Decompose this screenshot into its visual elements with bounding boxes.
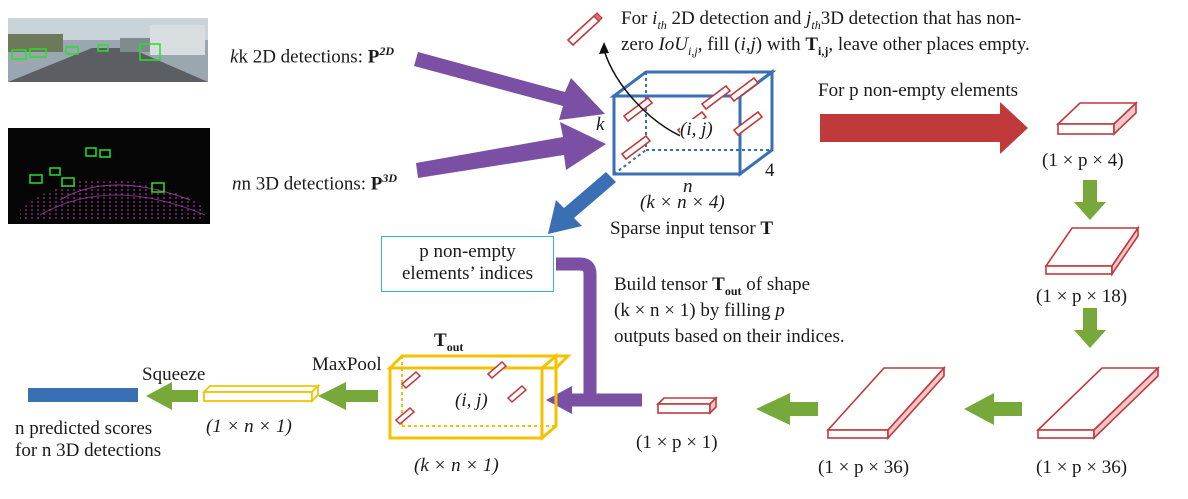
mlp-slab-3 <box>1036 366 1160 440</box>
p3d-sup: 3D <box>382 171 398 185</box>
camera-image <box>8 18 208 82</box>
pooled-shape: (1 × n × 1) <box>206 416 292 437</box>
scores-line-1: n predicted scores <box>15 418 153 439</box>
purple-route-line <box>556 257 642 407</box>
build-line-3: outputs based on their indices. <box>614 326 845 347</box>
red-arrow <box>820 102 1028 154</box>
n-3d-text: n 3D detections: <box>241 173 371 195</box>
mlp-slab-2 <box>1044 225 1140 277</box>
k-2d-text: k 2D detections: <box>238 46 368 68</box>
blue-arrow <box>548 172 616 234</box>
tout-title: Tout <box>434 330 464 354</box>
tensor-element-icon <box>566 12 603 47</box>
squeeze-label: Squeeze <box>142 364 206 385</box>
note-line-1: For ith 2D detection and jth3D detection… <box>621 8 1022 32</box>
k-2d-detections-label: kk 2D detections: P2D <box>230 44 394 68</box>
green-arrow-down-1 <box>1074 180 1106 220</box>
green-arrow-down-2 <box>1074 308 1106 348</box>
lidar-image <box>8 128 210 224</box>
p3d-symbol: P <box>370 173 383 195</box>
mlp-shape-3: (1 × p × 36) <box>1036 457 1128 478</box>
mlp-shape-1: (1 × p × 4) <box>1042 150 1124 171</box>
indices-line-2: elements’ indices <box>401 263 533 284</box>
tout-tensor <box>386 352 572 442</box>
n-dim-label: n <box>683 176 693 197</box>
build-line-2: (k × n × 1) by filling p <box>614 300 785 321</box>
indices-line-1: p non-empty <box>419 241 516 262</box>
build-line-1: Build tensor Tout of shape <box>614 274 811 298</box>
sparse-input-tensor <box>599 42 777 177</box>
green-arrow-left-3 <box>318 382 378 410</box>
pooled-slab <box>201 383 321 404</box>
p2d-symbol: P <box>367 46 380 68</box>
mlp-slab-1 <box>1056 101 1138 136</box>
p2d-sup: 2D <box>379 44 394 58</box>
purple-arrow-top <box>414 52 605 120</box>
mlp-shape-2: (1 × p × 18) <box>1036 286 1128 307</box>
mlp-shape-5: (1 × p × 1) <box>636 432 718 453</box>
mlp-shape-4: (1 × p × 36) <box>818 457 910 478</box>
green-arrow-left-2 <box>756 393 818 425</box>
green-arrow-left-1 <box>964 393 1022 425</box>
sparse-caption: Sparse input tensor T <box>610 218 774 239</box>
scores-bar <box>28 388 138 402</box>
n-3d-detections-label: nn 3D detections: P3D <box>232 171 398 195</box>
green-arrow-left-4 <box>146 382 198 410</box>
sparse-shape-label: (k × n × 4) <box>640 192 725 213</box>
for-p-label: For p non-empty elements <box>818 80 1018 101</box>
four-dim-label: 4 <box>765 160 775 181</box>
maxpool-label: MaxPool <box>312 354 382 375</box>
k-dim-label: k <box>596 114 605 135</box>
purple-arrow-bottom <box>416 122 606 178</box>
ij-cell-label: (i, j) <box>680 119 713 141</box>
note-line-2: zero IoUi,j, fill (i,j) with Ti,j, leave… <box>621 34 1030 58</box>
scores-line-2: for n 3D detections <box>15 440 162 461</box>
tout-ij-label: (i, j) <box>455 390 488 411</box>
purple-route-head <box>546 386 572 414</box>
indices-box: p non-empty elements’ indices <box>381 236 554 292</box>
mlp-slab-5 <box>656 396 718 415</box>
mlp-slab-4 <box>826 365 946 441</box>
tout-shape: (k × n × 1) <box>414 455 499 476</box>
